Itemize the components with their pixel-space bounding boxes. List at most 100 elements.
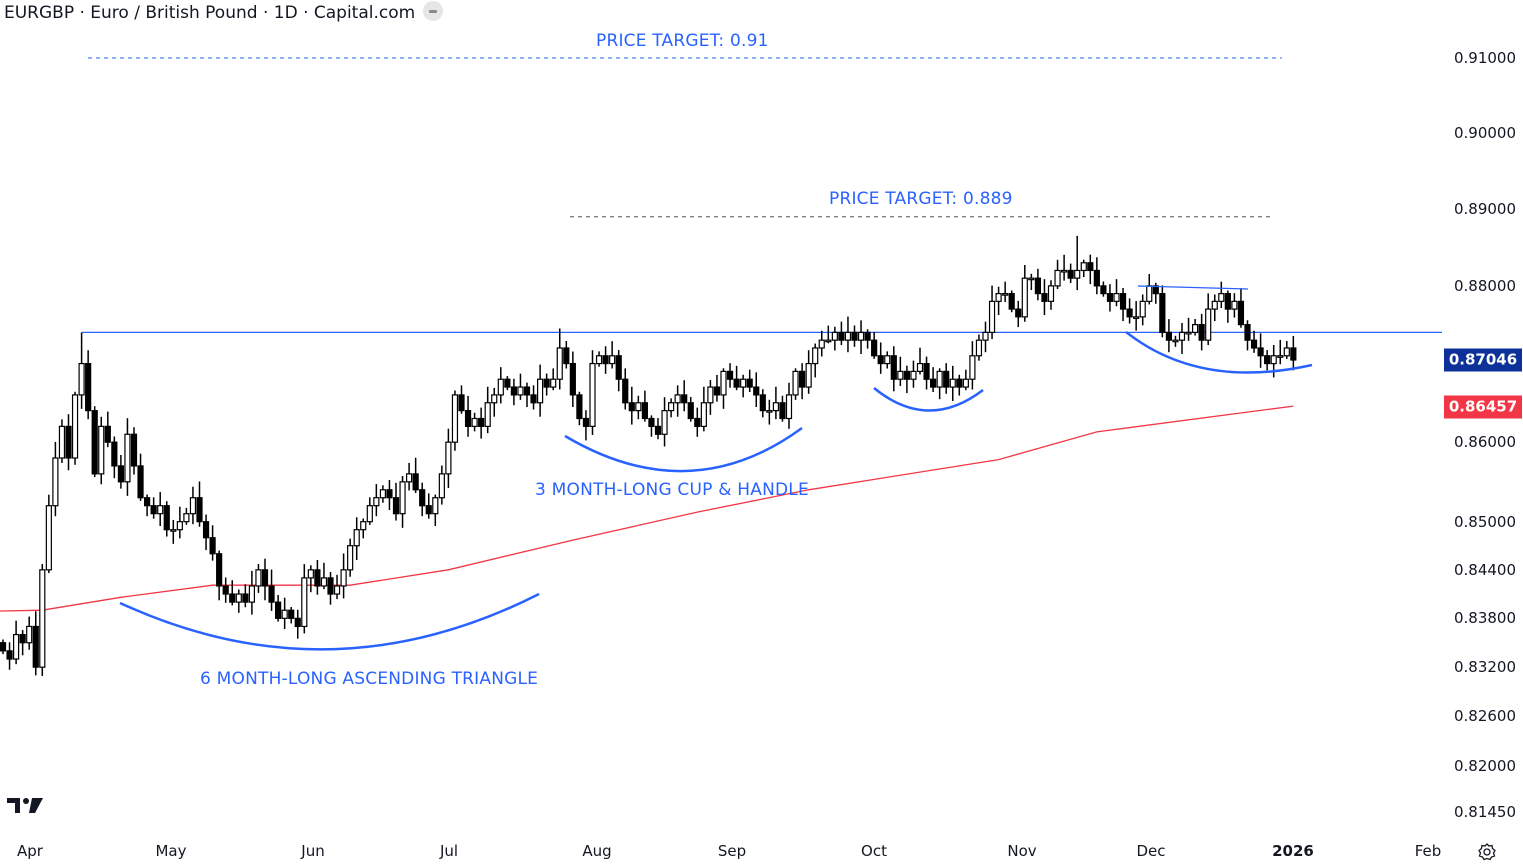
candle-body-up [884,355,891,365]
candle-body-up [71,394,79,459]
candle [130,427,138,475]
candle [982,321,989,353]
candle [766,399,773,425]
candle [242,584,249,608]
candle [98,416,105,485]
candle [949,365,956,401]
candle-body-down [746,378,753,388]
candle [1198,313,1205,351]
y-tick-label: 0.86000 [1453,433,1516,452]
candle-body-up [609,355,616,365]
candle-body-up [772,402,780,412]
candle [1008,290,1015,313]
candle [150,497,157,519]
candle-body-down [759,394,766,412]
candle-body-up [635,402,642,412]
candle [897,356,904,386]
candle-body-down [85,362,92,412]
candle [392,482,400,521]
x-tick-label: Jun [301,842,325,860]
candle-body-up [550,378,557,388]
candle-body-down [654,425,662,435]
candle-body-up [157,505,164,515]
candle [294,609,301,639]
candle-body-up [1060,269,1068,273]
candle [929,367,937,392]
handle-arc [873,387,984,412]
candle-body-down [615,355,622,380]
candle-body-down [1041,293,1048,302]
candle [681,380,688,412]
candle-body-down [1067,269,1074,279]
collapse-icon[interactable] [423,1,444,21]
candle-body-up [1054,269,1061,287]
candle [1165,319,1173,353]
candle-body-up [667,402,675,412]
candle [962,369,969,391]
candle-body-down [1034,277,1042,295]
last-price-label: 0.87046 [1444,348,1522,372]
candle-body-down [1100,285,1107,295]
y-tick-label: 0.88000 [1453,276,1516,295]
candle [268,569,275,611]
candle [1159,285,1166,338]
candle-body-down [261,569,269,587]
candle-body-down [576,394,583,420]
candle [569,351,576,408]
candle-body-up [360,521,367,531]
candle [694,407,701,437]
candle-body-down [425,505,432,515]
candle [923,356,930,390]
candle-body-up [720,370,727,396]
candle [615,350,622,392]
candle-body-up [589,362,596,427]
candle [576,391,583,426]
candle-body-up [491,394,498,404]
candle-body-down [419,489,426,507]
candle [6,642,13,670]
candle-body-up [962,378,969,388]
candle-body-up [792,370,799,396]
candle-body-down [510,386,517,396]
candle [818,330,825,357]
candle [229,580,236,606]
candle-body-down [1087,262,1094,272]
candle [347,538,354,577]
candle-body-down [458,394,465,412]
candle [1277,339,1284,365]
candle-body-down [137,465,144,499]
candle-body-up [897,370,904,380]
candle [877,342,884,374]
candle [235,589,242,613]
candle-body-down [222,585,229,595]
candle-body-up [45,505,52,571]
candle [667,398,675,418]
candle [340,553,347,599]
candle-body-down [412,473,419,491]
candle-body-up [661,410,668,435]
candle-body-up [26,625,33,644]
candle-body-down [1015,308,1022,318]
candle-body-up [1133,316,1140,319]
candle-body-down [1008,293,1015,310]
candle [779,395,786,422]
candle-body-down [1165,331,1173,341]
candle-body-down [19,633,26,644]
candle [288,606,295,624]
candle [916,347,924,375]
candle [484,386,491,434]
candle [386,480,393,511]
candle [425,493,432,519]
settings-gear-icon[interactable] [1477,842,1497,862]
candle [504,376,511,391]
candle-body-down [163,505,170,531]
tradingview-logo-icon[interactable] [7,796,45,814]
candle-body-down [32,625,39,668]
candle-body-up [484,402,491,427]
candle-body-up [1191,324,1199,333]
candle [635,395,642,420]
candle [1237,288,1245,328]
candle [530,385,537,410]
candle [995,286,1002,316]
